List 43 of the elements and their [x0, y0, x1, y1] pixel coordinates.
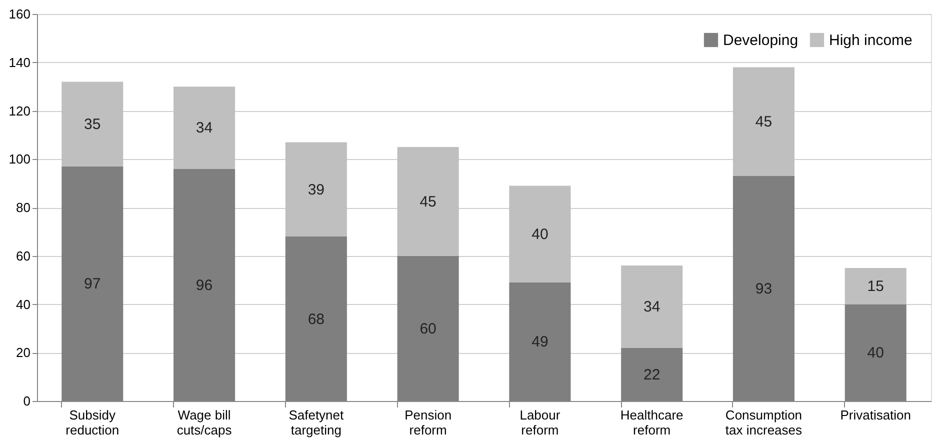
bar	[285, 142, 347, 237]
y-tick-label: 100	[8, 152, 30, 167]
bar	[174, 86, 236, 169]
y-tick-label: 120	[8, 103, 30, 118]
x-tick-label: Privatisation	[840, 408, 912, 422]
legend-label: Developing	[723, 32, 798, 49]
x-tick-label: Wage bill cuts/caps	[176, 408, 232, 438]
x-tick-label: Healthcare reform	[620, 408, 684, 438]
data-label: 45	[420, 193, 436, 210]
data-label: 40	[532, 226, 548, 244]
y-tick-label: 60	[16, 248, 30, 264]
data-label: 40	[867, 344, 884, 362]
y-tick-label: 140	[8, 54, 30, 70]
y-tick-label: 80	[16, 200, 30, 215]
y-tick-label: 40	[16, 296, 30, 312]
bar	[621, 266, 683, 348]
legend-label: High income	[829, 32, 912, 49]
y-tick-label: 0	[23, 394, 30, 408]
data-label: 97	[84, 276, 101, 293]
bar	[732, 67, 794, 176]
bar	[844, 268, 906, 304]
data-label: 49	[532, 334, 548, 351]
data-label: 93	[755, 280, 772, 298]
data-label: 22	[643, 366, 660, 384]
y-tick-label: 20	[16, 345, 30, 360]
bar	[509, 186, 571, 282]
data-label: 34	[643, 298, 660, 316]
data-label: 68	[308, 310, 325, 328]
x-tick-label: Safetynet targeting	[288, 408, 344, 438]
data-label: 35	[84, 116, 101, 134]
x-tick-label: Subsidy reduction	[66, 408, 120, 438]
data-label: 39	[308, 181, 325, 198]
data-label: 34	[196, 120, 213, 137]
data-label: 15	[867, 278, 884, 296]
bar	[397, 147, 459, 256]
data-label: 60	[420, 320, 436, 338]
y-tick-label: 160	[8, 6, 30, 22]
x-tick-label: Labour reform	[520, 408, 561, 438]
x-tick-label: Pension reform	[404, 408, 452, 438]
bar	[62, 82, 124, 166]
data-label: 96	[196, 276, 213, 294]
x-tick-label: Consumption tax increases	[725, 408, 803, 438]
data-label: 45	[755, 114, 772, 131]
